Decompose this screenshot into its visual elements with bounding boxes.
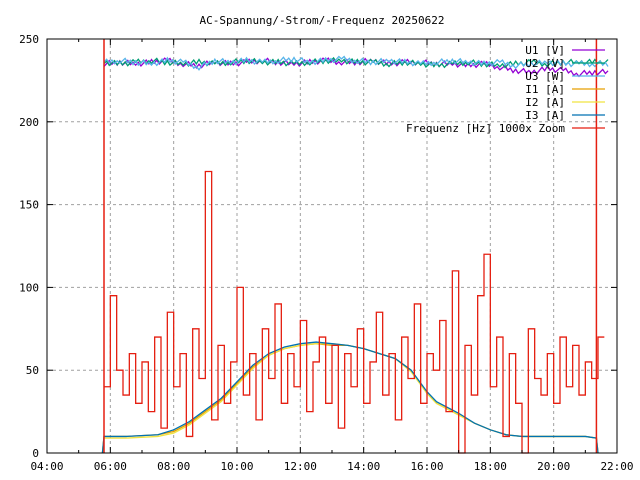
chart-title: AC-Spannung/-Strom/-Frequenz 20250622 [199,14,444,27]
x-tick-label: 08:00 [157,460,190,473]
y-tick-label: 150 [19,199,39,212]
x-tick-label: 10:00 [220,460,253,473]
legend-label: I2 [A] [525,96,565,109]
legend-label: I1 [A] [525,83,565,96]
legend-label: I3 [A] [525,109,565,122]
series-line-0 [103,57,609,78]
x-tick-label: 14:00 [347,460,380,473]
y-tick-label: 200 [19,116,39,129]
y-tick-label: 250 [19,33,39,46]
y-tick-label: 100 [19,281,39,294]
x-tick-label: 18:00 [474,460,507,473]
y-tick-label: 50 [26,364,39,377]
series-line-5 [101,341,599,454]
y-tick-label: 0 [32,447,39,460]
legend-label: Frequenz [Hz] 1000x Zoom [406,122,565,135]
x-tick-label: 20:00 [537,460,570,473]
x-tick-label: 12:00 [284,460,317,473]
legend-label: U1 [V] [525,44,565,57]
legend-label: U3 [W] [525,70,565,83]
x-tick-label: 16:00 [410,460,443,473]
series-line-6 [104,170,605,454]
x-tick-label: 04:00 [30,460,63,473]
series-line-2 [103,55,609,71]
x-tick-label: 06:00 [94,460,127,473]
x-tick-label: 22:00 [600,460,633,473]
legend-label: U2 [V] [525,57,565,70]
